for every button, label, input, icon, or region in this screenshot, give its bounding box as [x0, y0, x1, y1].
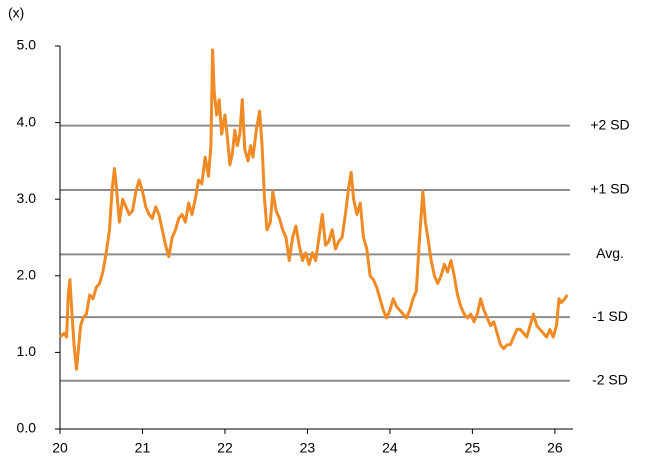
x-tick-label: 24 [382, 440, 398, 456]
x-tick-label: 20 [52, 440, 68, 456]
x-tick-label: 21 [135, 440, 151, 456]
data-line [58, 48, 569, 371]
reference-label: +1 SD [590, 181, 629, 197]
reference-label: -1 SD [592, 308, 628, 324]
y-tick-label: 4.0 [17, 113, 37, 129]
y-tick-label: 2.0 [17, 267, 37, 283]
reference-label: Avg. [596, 245, 624, 261]
x-tick-label: 23 [300, 440, 316, 456]
y-tick-label: 5.0 [17, 37, 37, 53]
y-axis-label: (x) [8, 5, 24, 21]
y-tick-label: 1.0 [17, 343, 37, 359]
x-tick-label: 22 [217, 440, 233, 456]
reference-label: +2 SD [590, 116, 629, 132]
y-tick-label: 3.0 [17, 190, 37, 206]
x-tick-label: 26 [547, 440, 563, 456]
x-tick-label: 25 [465, 440, 481, 456]
y-tick-label: 0.0 [17, 420, 37, 436]
reference-label: -2 SD [592, 371, 628, 387]
